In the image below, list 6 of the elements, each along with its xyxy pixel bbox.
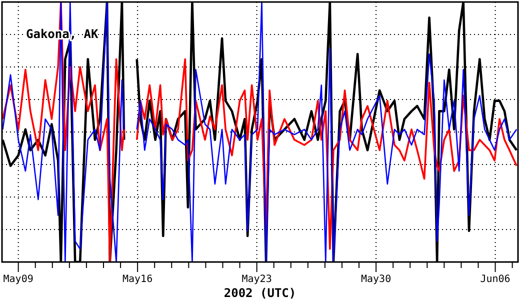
x-tick-label: May16 (122, 274, 153, 285)
x-axis-title: 2002 (UTC) (224, 286, 296, 300)
x-tick-label: May09 (3, 274, 34, 285)
x-tick-label: May30 (360, 274, 392, 285)
x-tick-label: May23 (242, 274, 272, 285)
x-tick-label: Jun06 (480, 274, 510, 285)
